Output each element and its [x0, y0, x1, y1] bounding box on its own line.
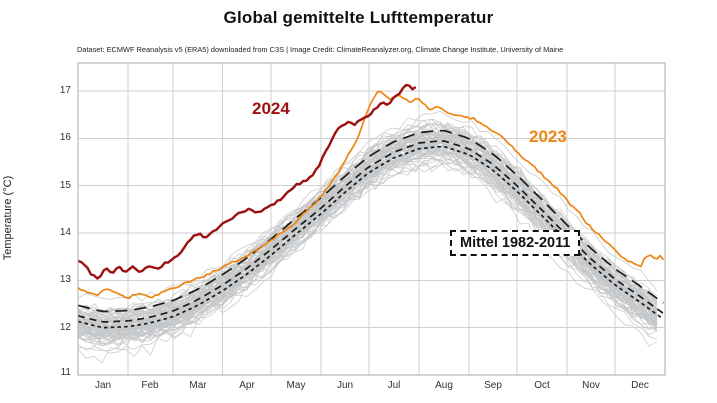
y-tick-12: 12: [59, 322, 71, 333]
x-tick-apr: Apr: [239, 380, 255, 391]
x-tick-feb: Feb: [141, 380, 159, 391]
x-tick-aug: Aug: [435, 380, 453, 391]
x-tick-jan: Jan: [94, 380, 112, 391]
x-tick-jun: Jun: [336, 380, 354, 391]
series-label-2024: 2024: [252, 99, 290, 118]
x-tick-nov: Nov: [582, 380, 600, 391]
chart-title: Global gemittelte Lufttemperatur: [223, 8, 494, 27]
y-tick-15: 15: [59, 180, 71, 191]
y-tick-14: 14: [59, 227, 71, 238]
x-tick-jul: Jul: [387, 380, 401, 391]
y-tick-11: 11: [60, 367, 71, 378]
chart-credit-text: Dataset: ECMWF Reanalysis v5 (ERA5) down…: [77, 45, 564, 54]
x-tick-mar: Mar: [189, 380, 207, 391]
y-tick-13: 13: [59, 274, 71, 285]
x-tick-oct: Oct: [534, 380, 550, 391]
x-tick-sep: Sep: [484, 380, 502, 391]
y-tick-16: 16: [59, 132, 71, 143]
series-2023-line: [78, 90, 665, 300]
y-axis-label: Temperature (°C): [2, 175, 14, 261]
x-tick-may: May: [286, 380, 306, 391]
mean-1982-2011-label-box: Mittel 1982-2011: [450, 230, 581, 256]
x-tick-dec: Dec: [631, 380, 649, 391]
plot-border: [77, 62, 666, 376]
series-label-2023: 2023: [529, 127, 567, 146]
plot-grid: [78, 63, 665, 376]
series-2024-line: [78, 83, 417, 280]
y-tick-17: 17: [59, 85, 71, 96]
